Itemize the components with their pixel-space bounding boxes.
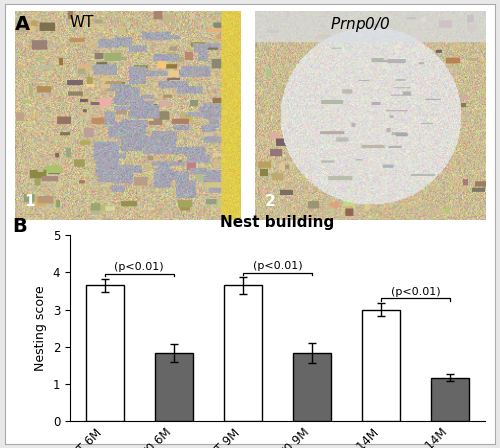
- Text: (p<0.01): (p<0.01): [252, 261, 302, 271]
- Text: 2: 2: [264, 194, 275, 209]
- Title: Nest building: Nest building: [220, 215, 334, 230]
- Bar: [86, 285, 124, 421]
- Text: WT: WT: [70, 15, 94, 30]
- Text: (p<0.01): (p<0.01): [114, 263, 164, 272]
- Text: (p<0.01): (p<0.01): [391, 287, 440, 297]
- Text: 1: 1: [24, 194, 35, 209]
- Y-axis label: Nesting score: Nesting score: [34, 285, 47, 371]
- Bar: [293, 353, 331, 421]
- Bar: [362, 310, 401, 421]
- Text: $\it{Prnp}$0/0: $\it{Prnp}$0/0: [330, 15, 390, 34]
- Text: B: B: [12, 216, 26, 236]
- Bar: [224, 285, 262, 421]
- Text: A: A: [15, 15, 30, 34]
- Bar: [154, 353, 193, 421]
- Bar: [432, 378, 470, 421]
